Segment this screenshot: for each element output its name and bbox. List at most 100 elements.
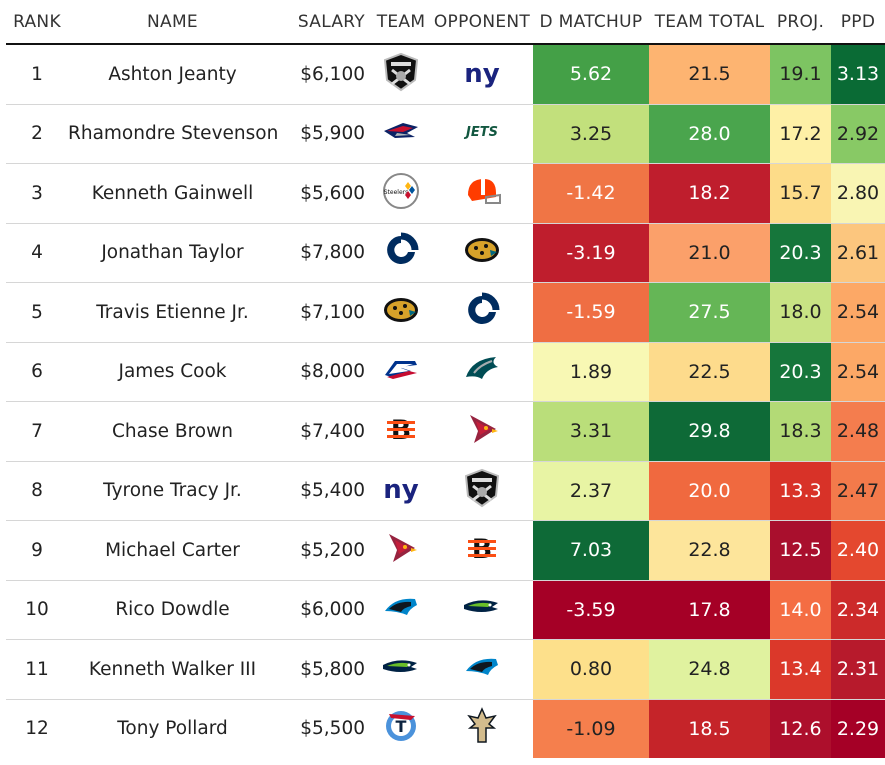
salary-cell: $7,400 — [277, 401, 371, 462]
salary-cell: $5,800 — [277, 639, 371, 700]
rank-cell: 4 — [6, 223, 68, 283]
proj-cell: 20.3 — [770, 342, 831, 402]
team-cell — [371, 520, 431, 581]
table-row[interactable]: 12 Tony Pollard $5,500 T -1.09 18.5 12.6 2.29 — [6, 699, 885, 758]
patriots-logo — [381, 111, 421, 151]
table-row[interactable]: 1 Ashton Jeanty $6,100 ny 5.62 21.5 19.1 3.13 — [6, 44, 885, 105]
cardinals-logo — [462, 409, 502, 449]
ppd-cell: 2.92 — [831, 104, 885, 164]
salary-cell: $5,600 — [277, 163, 371, 224]
ppd-cell: 2.47 — [831, 461, 885, 521]
player-name[interactable]: Kenneth Gainwell — [68, 163, 277, 224]
table-row[interactable]: 11 Kenneth Walker III $5,800 0.80 24.8 13.4 2.… — [6, 639, 885, 700]
team-total-cell: 24.8 — [649, 639, 770, 700]
d-matchup-cell: 0.80 — [533, 639, 649, 700]
rankings-table-container: RANK NAME SALARY TEAM OPPONENT D MATCHUP… — [6, 0, 885, 758]
team-cell: T — [371, 699, 431, 758]
opponent-cell — [431, 580, 533, 640]
team-cell — [371, 342, 431, 402]
table-row[interactable]: 9 Michael Carter $5,200 B 7.03 22.8 12.5 2.40 — [6, 520, 885, 581]
salary-cell: $8,000 — [277, 342, 371, 402]
table-row[interactable]: 10 Rico Dowdle $6,000 -3.59 17.8 14.0 2.34 — [6, 580, 885, 640]
salary-cell: $5,500 — [300, 718, 365, 740]
proj-cell: 14.0 — [770, 580, 831, 640]
bills-logo — [381, 349, 421, 389]
player-name[interactable]: James Cook — [68, 342, 277, 402]
header-proj[interactable]: PROJ. — [770, 0, 831, 45]
ppd-cell: 2.40 — [831, 520, 885, 581]
proj-cell: 18.0 — [770, 282, 831, 343]
ppd-cell: 2.48 — [831, 401, 885, 462]
header-rank[interactable]: RANK — [6, 0, 68, 45]
header-salary[interactable]: SALARY — [277, 0, 371, 45]
table-row[interactable]: 7 Chase Brown $7,400 B 3.31 29.8 18.3 2.48 — [6, 401, 885, 462]
salary-cell: $6,100 — [277, 44, 371, 105]
giants-logo: ny — [381, 468, 421, 508]
ppd-cell: 2.54 — [831, 342, 885, 402]
player-name[interactable]: Travis Etienne Jr. — [68, 282, 277, 343]
rb-rankings-table: RANK NAME SALARY TEAM OPPONENT D MATCHUP… — [6, 0, 885, 758]
colts-logo — [381, 230, 421, 270]
player-name[interactable]: Tyrone Tracy Jr. — [68, 461, 277, 521]
d-matchup-cell: -1.59 — [533, 282, 649, 343]
proj-cell: 20.3 — [770, 223, 831, 283]
rank-cell: 6 — [6, 342, 68, 402]
ppd-cell: 2.29 — [831, 699, 885, 758]
salary-cell: $5,900 — [277, 104, 371, 164]
table-row[interactable]: 5 Travis Etienne Jr. $7,100 -1.59 27.5 18.0 2.… — [6, 282, 885, 343]
team-total-cell: 21.0 — [649, 223, 770, 283]
svg-text:ny: ny — [464, 59, 500, 89]
ppd-cell: 2.34 — [831, 580, 885, 640]
bengals-logo: B — [381, 409, 421, 449]
steelers-logo: Steelers — [381, 171, 421, 211]
rank-cell: 3 — [6, 163, 68, 224]
table-row[interactable]: 8 Tyrone Tracy Jr. $5,400 ny 2.37 20.0 13.3 2.4… — [6, 461, 885, 521]
header-row: RANK NAME SALARY TEAM OPPONENT D MATCHUP… — [6, 0, 885, 45]
player-name[interactable]: Tony Pollard — [117, 718, 228, 740]
rank-cell: 11 — [6, 639, 68, 700]
team-total-cell: 22.5 — [649, 342, 770, 402]
header-team-total[interactable]: TEAM TOTAL — [649, 0, 770, 45]
d-matchup-cell: -1.09 — [533, 699, 649, 758]
ppd-cell: 3.13 — [831, 44, 885, 105]
browns-logo — [462, 171, 502, 211]
team-total-cell: 17.8 — [649, 580, 770, 640]
opponent-cell: JETS — [431, 104, 533, 164]
table-row[interactable]: 6 James Cook $8,000 1.89 22.5 20.3 2.54 — [6, 342, 885, 402]
rank-cell: 10 — [6, 580, 68, 640]
header-d-matchup[interactable]: D MATCHUP — [533, 0, 649, 45]
rank-cell: 2 — [6, 104, 68, 164]
opponent-cell — [431, 223, 533, 283]
seahawks-logo — [381, 647, 421, 687]
header-name[interactable]: NAME — [68, 0, 277, 45]
player-name[interactable]: Rhamondre Stevenson — [68, 104, 278, 164]
team-cell — [371, 282, 431, 343]
header-opponent[interactable]: OPPONENT — [431, 0, 533, 45]
table-row[interactable]: 3 Kenneth Gainwell $5,600 Steelers -1.42 18.2… — [6, 163, 885, 224]
team-cell — [371, 580, 431, 640]
svg-text:ny: ny — [383, 475, 419, 505]
player-name[interactable]: Rico Dowdle — [68, 580, 277, 640]
proj-cell: 18.3 — [770, 401, 831, 462]
jaguars-logo — [462, 230, 502, 270]
team-total-cell: 20.0 — [649, 461, 770, 521]
team-total-cell: 18.2 — [649, 163, 770, 224]
colts-logo — [462, 290, 502, 330]
header-team[interactable]: TEAM — [371, 0, 431, 45]
salary-cell: $6,000 — [277, 580, 371, 640]
header-ppd[interactable]: PPD — [831, 0, 885, 45]
salary-cell: $5,200 — [277, 520, 371, 581]
eagles-logo — [462, 349, 502, 389]
table-row[interactable]: 2 Rhamondre Stevenson $5,900 JETS 3.25 28.0 17… — [6, 104, 885, 164]
player-name[interactable]: Ashton Jeanty — [68, 44, 277, 105]
table-row[interactable]: 4 Jonathan Taylor $7,800 -3.19 21.0 20.3 2.61 — [6, 223, 885, 283]
team-cell: B — [371, 401, 431, 462]
proj-cell: 12.6 — [770, 699, 831, 758]
player-name[interactable]: Michael Carter — [68, 520, 277, 581]
player-name[interactable]: Kenneth Walker III — [68, 639, 277, 700]
player-name[interactable]: Chase Brown — [68, 401, 277, 462]
opponent-cell — [431, 461, 533, 521]
player-name[interactable]: Jonathan Taylor — [68, 223, 277, 283]
d-matchup-cell: 3.25 — [533, 104, 649, 164]
d-matchup-cell: 3.31 — [533, 401, 649, 462]
